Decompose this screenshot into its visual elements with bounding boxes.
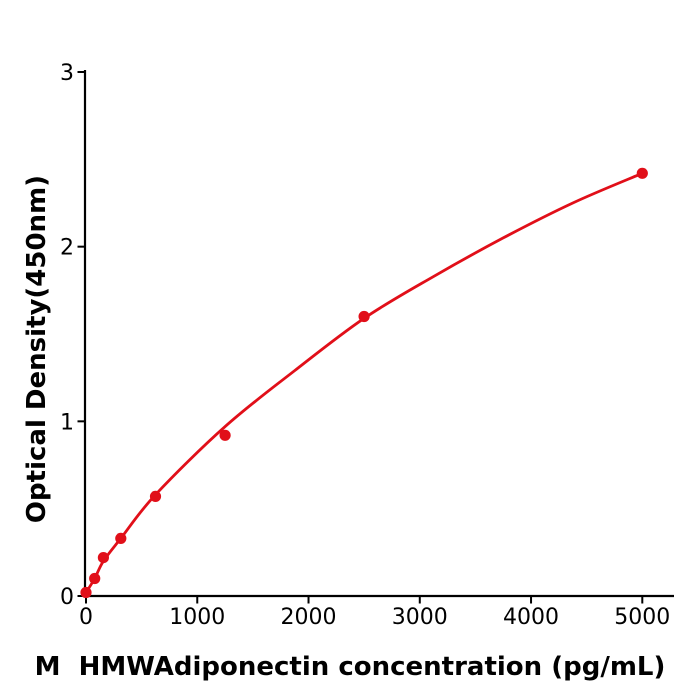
data-point — [97, 552, 109, 564]
x-tick-label: 5000 — [614, 605, 670, 630]
data-point — [149, 490, 162, 502]
x-tick-label: 0 — [79, 605, 93, 630]
y-tick-label: 0 — [60, 585, 74, 610]
y-tick-label: 1 — [60, 410, 74, 435]
data-point — [219, 429, 231, 441]
x-tick-label: 2000 — [281, 605, 337, 630]
fitted-curve — [84, 171, 644, 594]
plot-root: 0 1 2 3 0 1000 2000 3000 4000 5000 — [60, 61, 674, 630]
x-axis-title: M HMWAdiponectin concentration (pg/mL) — [34, 652, 666, 682]
data-point — [358, 310, 370, 323]
data-point — [89, 572, 101, 585]
x-tick-label: 3000 — [392, 605, 448, 630]
y-tick-label: 3 — [60, 61, 74, 86]
y-axis-title: Optical Density(450nm) — [22, 174, 52, 524]
x-tick-label: 4000 — [503, 605, 559, 630]
x-tick-label: 1000 — [169, 605, 225, 630]
data-point — [115, 532, 127, 545]
data-point — [80, 586, 92, 599]
y-tick-label: 2 — [60, 236, 74, 261]
data-point — [636, 167, 648, 179]
